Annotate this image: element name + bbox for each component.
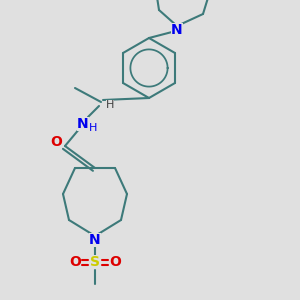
Text: N: N — [77, 117, 89, 131]
Text: H: H — [89, 123, 97, 133]
Text: O: O — [50, 135, 62, 149]
Text: S: S — [90, 255, 100, 269]
Text: O: O — [109, 255, 121, 269]
Text: O: O — [69, 255, 81, 269]
Text: H: H — [106, 100, 114, 110]
Text: N: N — [89, 233, 101, 247]
Text: N: N — [171, 23, 183, 37]
